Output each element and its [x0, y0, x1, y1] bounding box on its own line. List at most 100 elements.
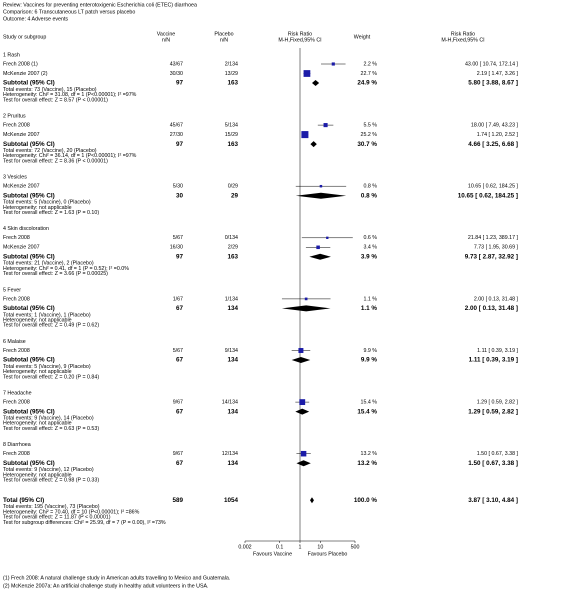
- note: Heterogeneity: not applicable: [3, 369, 72, 375]
- placebo-count: 134: [227, 305, 238, 312]
- placebo-count: 134: [227, 408, 238, 415]
- vaccine-count: 16/30: [170, 245, 183, 251]
- weight-label: 15.4 %: [361, 400, 378, 406]
- row-label: Frech 2008: [3, 296, 30, 302]
- ci-label: 1.11 [ 0.39, 3.19 ]: [469, 357, 518, 364]
- subgroup-title: 4 Skin discoloration: [3, 226, 49, 232]
- note: Test for overall effect: Z = 0.49 (P = 0…: [3, 323, 99, 329]
- placebo-count: 134: [227, 357, 238, 364]
- ci-label: 18.00 [ 7.49, 43.23 ]: [471, 123, 519, 129]
- vaccine-count: 9/67: [173, 451, 183, 457]
- pooled-diamond: [291, 357, 311, 363]
- row-label: Frech 2008: [3, 348, 30, 354]
- vaccine-count: 97: [176, 253, 184, 260]
- ci-label: 10.65 [ 0.62, 184.25 ]: [458, 192, 518, 199]
- note: Total events: 72 (Vaccine), 20 (Placebo): [3, 148, 97, 154]
- weight-label: 13.2 %: [357, 460, 377, 467]
- x-tick-label: 0.1: [276, 544, 283, 550]
- weight-label: 9.9 %: [361, 357, 378, 364]
- ci-label: 9.73 [ 2.87, 32.92 ]: [465, 253, 518, 260]
- note: Total events: 195 (Vaccine), 73 (Placebo…: [3, 504, 100, 510]
- weight-label: 5.5 %: [363, 123, 377, 129]
- subgroup-title: 3 Vesicles: [3, 175, 27, 181]
- weight-label: 24.9 %: [357, 80, 377, 87]
- favours-left: Favours Vaccine: [253, 551, 292, 557]
- note: Test for overall effect: Z = 0.63 (P = 0…: [3, 426, 99, 432]
- row-label: McKenzie 2007 (2): [3, 71, 48, 77]
- row-label: Subtotal (95% CI): [3, 305, 55, 312]
- vaccine-count: 27/30: [170, 132, 183, 138]
- weight-label: 30.7 %: [357, 141, 377, 148]
- column-header: Risk Ratio: [451, 31, 475, 37]
- column-header: Study or subgroup: [3, 34, 46, 40]
- row-label: Subtotal (95% CI): [3, 253, 55, 260]
- row-label: Total (95% CI): [3, 497, 44, 504]
- column-header: M-H,Fixed,95% CI: [278, 37, 321, 43]
- row-label: McKenzie 2007: [3, 132, 40, 138]
- vaccine-count: 43/67: [170, 61, 183, 67]
- x-tick-label: 10: [317, 544, 323, 550]
- ci-label: 21.84 [ 1.23, 389.17 ]: [468, 235, 519, 241]
- favours-right: Favours Placebo: [308, 551, 348, 557]
- study-box: [304, 297, 308, 301]
- vaccine-count: 67: [176, 408, 184, 415]
- weight-label: 1.1 %: [363, 296, 377, 302]
- study-box: [319, 184, 323, 188]
- placebo-count: 163: [227, 141, 238, 148]
- weight-label: 13.2 %: [361, 451, 378, 457]
- study-box: [326, 236, 329, 239]
- ci-label: 2.00 [ 0.13, 31.48 ]: [474, 296, 519, 302]
- weight-label: 0.6 %: [363, 235, 377, 241]
- x-tick-label: 0.002: [238, 544, 251, 550]
- note: Heterogeneity: Chi² = 0.41, df = 1 (P = …: [3, 266, 129, 272]
- vaccine-count: 589: [172, 497, 183, 504]
- subgroup-title: 2 Pruritus: [3, 114, 26, 120]
- column-header: M-H,Fixed,95% CI: [441, 37, 484, 43]
- subgroup-title: 7 Headache: [3, 391, 32, 397]
- placebo-count: 9/134: [225, 348, 238, 354]
- weight-label: 3.4 %: [363, 245, 377, 251]
- weight-label: 15.4 %: [357, 408, 377, 415]
- note: Test for overall effect: Z = 1.63 (P = 0…: [3, 210, 99, 216]
- ci-label: 3.87 [ 3.10, 4.84 ]: [468, 497, 518, 504]
- ci-label: 1.29 [ 0.59, 2.82 ]: [468, 408, 518, 415]
- pooled-diamond: [311, 80, 320, 86]
- column-header: n/N: [220, 37, 228, 43]
- ci-label: 1.29 [ 0.59, 2.82 ]: [477, 400, 519, 406]
- note: Total events: 5 (Vaccine), 0 (Placebo): [3, 200, 91, 206]
- subgroup-title: 5 Fever: [3, 287, 21, 293]
- vaccine-count: 5/67: [173, 348, 183, 354]
- ci-label: 5.80 [ 3.88, 8.67 ]: [468, 80, 518, 87]
- ci-label: 10.65 [ 0.62, 184.25 ]: [468, 184, 519, 190]
- row-label: Subtotal (95% CI): [3, 357, 55, 364]
- column-header: Vaccine: [157, 31, 176, 37]
- note: Heterogeneity: Chi² = 31.08, df = 1 (P<0…: [3, 92, 137, 98]
- x-tick-label: 1: [299, 544, 302, 550]
- vaccine-count: 67: [176, 305, 184, 312]
- weight-label: 0.8 %: [363, 184, 377, 190]
- pooled-diamond: [310, 141, 317, 148]
- note: Heterogeneity: not applicable: [3, 421, 72, 427]
- note: Heterogeneity: not applicable: [3, 205, 72, 211]
- weight-label: 2.2 %: [363, 61, 377, 67]
- pooled-diamond: [281, 305, 331, 312]
- note: Heterogeneity: Chi² = 36.14, df = 1 (P<0…: [3, 153, 137, 159]
- subgroup-title: 6 Malaise: [3, 339, 26, 345]
- note: Test for overall effect: Z = 8.36 (P < 0…: [3, 158, 108, 164]
- note: Total events: 9 (Vaccine), 12 (Placebo): [3, 467, 94, 473]
- vaccine-count: 97: [176, 80, 184, 87]
- placebo-count: 12/134: [222, 451, 238, 457]
- placebo-count: 15/29: [225, 132, 238, 138]
- note: Total events: 1 (Vaccine), 1 (Placebo): [3, 312, 91, 318]
- note: Total events: 21 (Vaccine), 2 (Placebo): [3, 261, 94, 267]
- vaccine-count: 30: [176, 192, 184, 199]
- study-box: [316, 245, 320, 250]
- vaccine-count: 30/30: [170, 71, 183, 77]
- pooled-diamond: [295, 408, 310, 415]
- placebo-count: 2/134: [225, 61, 238, 67]
- pooled-diamond: [309, 253, 331, 260]
- ci-label: 4.66 [ 3.25, 6.68 ]: [468, 141, 518, 148]
- vaccine-count: 67: [176, 357, 184, 364]
- footnote: (2) McKenzie 2007a: An artificial challe…: [3, 583, 209, 589]
- row-label: Frech 2008: [3, 235, 30, 241]
